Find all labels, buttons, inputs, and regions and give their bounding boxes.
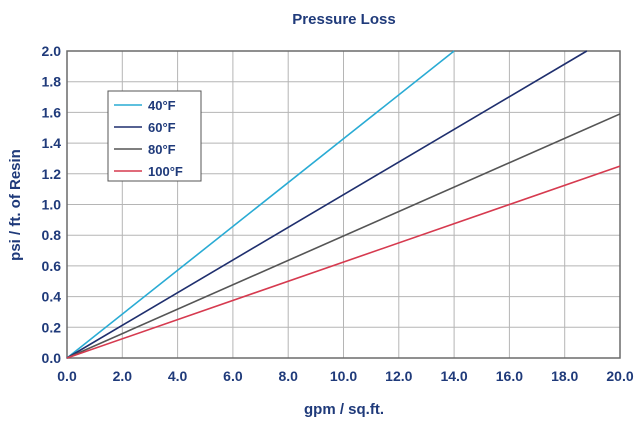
y-tick-label: 0.6 (42, 258, 62, 274)
legend-label-2: 80°F (148, 142, 176, 157)
x-tick-label: 6.0 (223, 368, 243, 384)
plot-frame (66, 50, 621, 359)
legend-label-3: 100°F (148, 164, 183, 179)
y-tick-label: 0.4 (42, 289, 62, 305)
series-line-2 (66, 113, 621, 359)
y-tick-label: 1.8 (42, 74, 62, 90)
x-tick-label: 2.0 (113, 368, 133, 384)
x-tick-label: 16.0 (496, 368, 523, 384)
legend: 40°F 60°F 80°F 100°F (107, 90, 202, 182)
x-tick-label: 4.0 (168, 368, 188, 384)
chart-title: Pressure Loss (292, 11, 395, 28)
x-tick-labels: 0.0 2.0 4.0 6.0 8.0 10.0 12.0 14.0 16.0 18.0 20.0 (57, 368, 634, 384)
y-tick-label: 0.0 (42, 350, 62, 366)
x-tick-label: 18.0 (551, 368, 578, 384)
y-tick-label: 2.0 (42, 43, 62, 59)
series-line-3 (66, 165, 621, 359)
legend-label-0: 40°F (148, 98, 176, 113)
x-tick-label: 14.0 (440, 368, 467, 384)
y-tick-label: 1.2 (42, 166, 62, 182)
series-lines (66, 50, 621, 359)
x-tick-label: 10.0 (330, 368, 357, 384)
legend-label-1: 60°F (148, 120, 176, 135)
x-axis-label: gpm / sq.ft. (304, 401, 384, 418)
x-tick-label: 0.0 (57, 368, 77, 384)
y-tick-label: 1.4 (42, 135, 62, 151)
x-tick-label: 20.0 (606, 368, 633, 384)
y-axis-label: psi / ft. of Resin (7, 149, 24, 261)
y-tick-label: 0.2 (42, 319, 62, 335)
y-tick-label: 1.6 (42, 104, 62, 120)
x-tick-label: 8.0 (278, 368, 298, 384)
series-line-0 (66, 50, 455, 359)
y-tick-labels: 0.0 0.2 0.4 0.6 0.8 1.0 1.2 1.4 1.6 1.8 2.0 (42, 43, 62, 366)
series-line-1 (66, 50, 588, 359)
y-tick-label: 0.8 (42, 227, 62, 243)
y-tick-label: 1.0 (42, 197, 62, 213)
x-tick-label: 12.0 (385, 368, 412, 384)
legend-box (107, 90, 202, 182)
